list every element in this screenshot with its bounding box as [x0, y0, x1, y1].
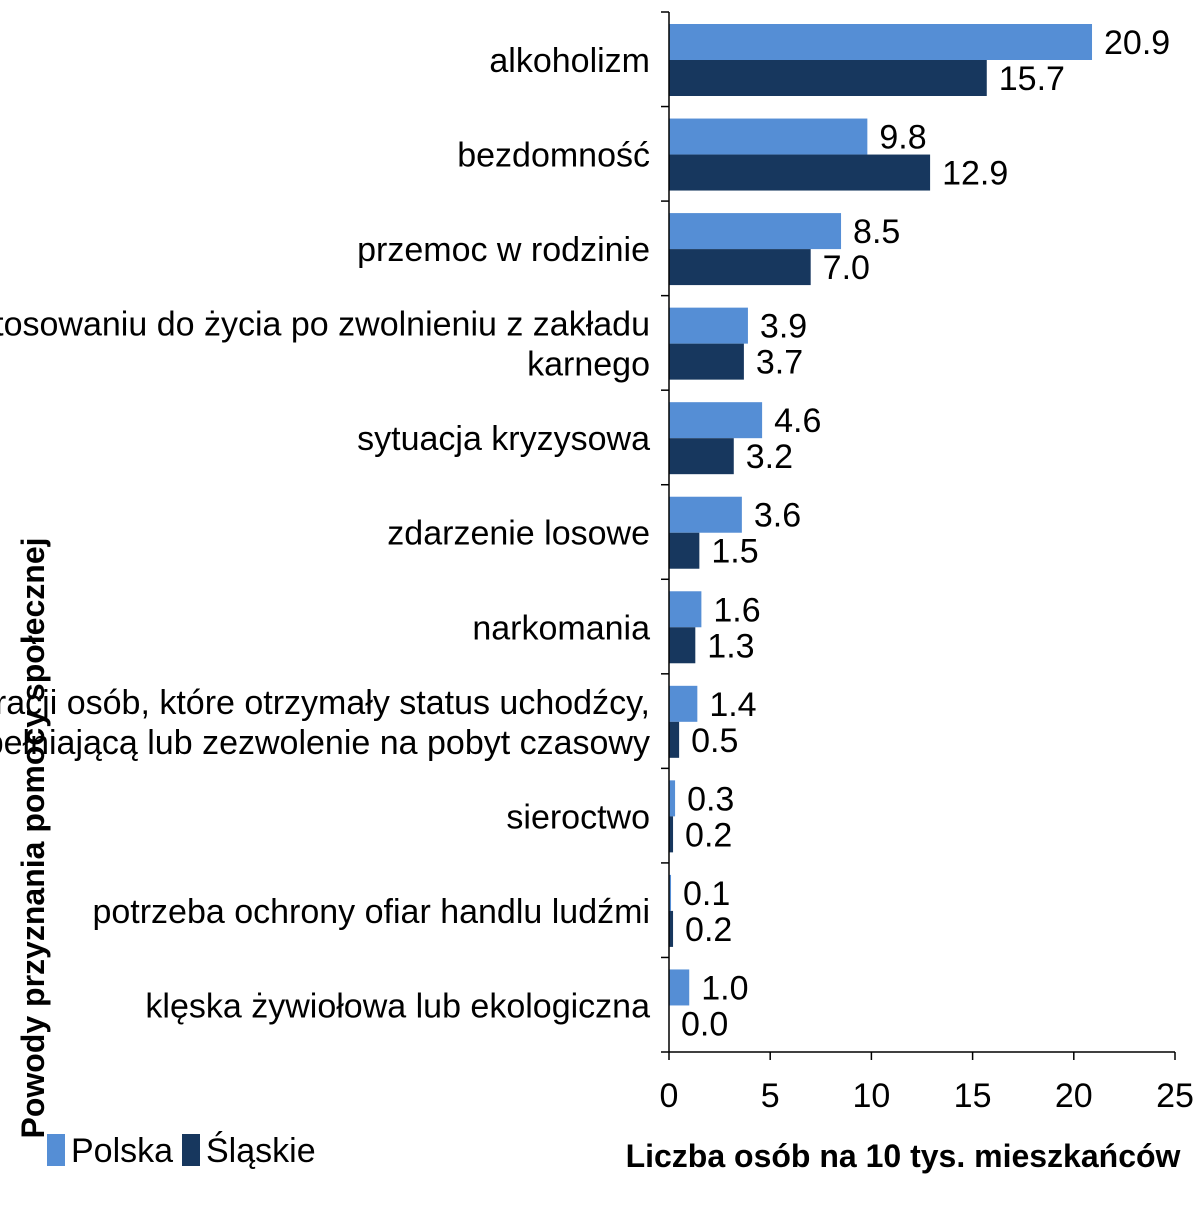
data-label: 7.0 — [823, 249, 870, 287]
x-tick-label: 25 — [1156, 1077, 1194, 1115]
data-label: 1.0 — [701, 969, 748, 1007]
category-label: sieroctwo — [506, 798, 650, 836]
category-label: karnego — [527, 346, 650, 384]
data-label: 0.3 — [687, 780, 734, 818]
x-tick-label: 10 — [852, 1077, 890, 1115]
bar-polska-9 — [669, 874, 672, 911]
bar-lskie-5 — [669, 532, 700, 569]
data-label: 3.2 — [746, 438, 793, 476]
y-axis-title: Powody przyznania pomocy społecznej — [15, 537, 51, 1138]
data-label: 0.2 — [685, 816, 732, 854]
category-label: klęska żywiołowa lub ekologiczna — [145, 987, 650, 1025]
bar-polska-2 — [669, 213, 842, 250]
bar-polska-1 — [669, 118, 868, 155]
data-label: 3.7 — [756, 344, 803, 382]
legend-swatch-polska — [47, 1134, 65, 1166]
bar-polska-7 — [669, 685, 698, 722]
category-label: sytuacja kryzysowa — [357, 420, 650, 458]
category-label: narkomania — [472, 609, 650, 647]
category-label: alkoholizm — [489, 42, 650, 80]
data-label: 1.4 — [709, 686, 756, 724]
bar-lskie-8 — [669, 816, 674, 853]
bar-lskie-1 — [669, 154, 931, 191]
category-label: trudności w integracji osób, które otrzy… — [0, 684, 650, 722]
category-label: ochronę uzupełniającą lub zezwolenie na … — [0, 724, 650, 762]
bar-polska-4 — [669, 402, 763, 439]
data-label: 3.9 — [760, 308, 807, 346]
data-label: 8.5 — [853, 213, 900, 251]
data-label: 3.6 — [754, 497, 801, 535]
data-label: 1.3 — [707, 627, 754, 665]
x-tick-label: 15 — [954, 1077, 992, 1115]
bar-lskie-2 — [669, 249, 811, 286]
bar-lskie-3 — [669, 343, 744, 380]
data-label: 9.8 — [879, 119, 926, 157]
bar-polska-5 — [669, 496, 742, 533]
legend-label: Polska — [71, 1132, 173, 1170]
x-tick-label: 0 — [660, 1077, 679, 1115]
category-label: bezdomność — [457, 137, 650, 175]
x-axis-title: Liczba osób na 10 tys. mieszkańców — [626, 1138, 1181, 1174]
bar-polska-3 — [669, 307, 748, 344]
x-tick-label: 5 — [761, 1077, 780, 1115]
data-label: 1.6 — [713, 591, 760, 629]
bar-lskie-7 — [669, 721, 680, 758]
data-label: 4.6 — [774, 402, 821, 440]
category-label: zdarzenie losowe — [387, 515, 650, 553]
bar-lskie-0 — [669, 60, 987, 96]
category-label: trudności w przystosowaniu do życia po z… — [0, 306, 650, 344]
legend-swatch-lskie — [182, 1134, 200, 1166]
data-label: 0.2 — [685, 911, 732, 949]
bar-polska-0 — [669, 24, 1093, 60]
data-label: 0.0 — [681, 1005, 728, 1043]
data-label: 15.7 — [999, 60, 1065, 98]
bar-polska-10 — [669, 969, 690, 1006]
data-label: 0.1 — [683, 875, 730, 913]
data-label: 20.9 — [1104, 24, 1170, 62]
data-label: 1.5 — [711, 533, 758, 571]
bar-polska-6 — [669, 591, 702, 628]
bar-lskie-6 — [669, 627, 696, 664]
category-label: potrzeba ochrony ofiar handlu ludźmi — [92, 893, 650, 931]
bar-lskie-9 — [669, 910, 674, 947]
x-tick-label: 20 — [1055, 1077, 1093, 1115]
bar-polska-8 — [669, 780, 676, 817]
category-label: przemoc w rodzinie — [357, 231, 650, 269]
data-label: 0.5 — [691, 722, 738, 760]
bar-lskie-4 — [669, 438, 734, 475]
legend-label: Śląskie — [206, 1131, 316, 1170]
data-label: 12.9 — [942, 155, 1008, 193]
